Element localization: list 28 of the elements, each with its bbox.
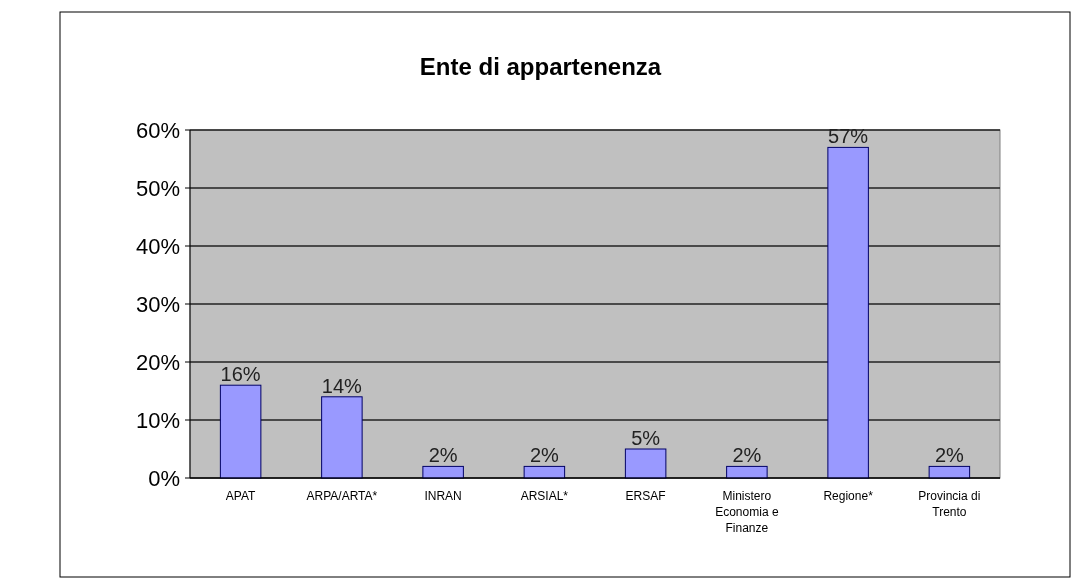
bar <box>219 384 262 479</box>
data-label: 5% <box>631 427 661 449</box>
y-tick-label: 10% <box>135 407 180 433</box>
y-tick-label: 60% <box>135 117 180 143</box>
bar <box>321 396 363 479</box>
data-label: 2% <box>529 444 560 467</box>
data-label: 14% <box>321 374 363 397</box>
y-tick-label: 20% <box>135 349 180 375</box>
x-tick-label: APAT <box>225 489 257 503</box>
y-tick-label: 40% <box>135 233 180 259</box>
x-tick-label: ARSIAL* <box>520 489 569 503</box>
bar <box>827 146 869 479</box>
y-tick-label: 0% <box>148 465 180 491</box>
bar <box>624 448 667 479</box>
x-tick-label: Ministero Economia e Finanze <box>715 489 779 535</box>
x-tick-label: Regione* <box>823 489 874 503</box>
x-tick-label: ARPA/ARTA* <box>306 489 378 503</box>
data-label: 16% <box>220 363 261 386</box>
x-tick-label: INRAN <box>424 489 462 503</box>
x-tick-label: ERSAF <box>625 489 666 503</box>
y-tick-label: 30% <box>135 291 180 317</box>
data-label: 2% <box>732 444 762 467</box>
data-label: 57% <box>828 125 869 148</box>
chart-title: Ente di appartenenza <box>419 53 662 80</box>
data-label: 2% <box>428 444 458 467</box>
data-label: 2% <box>934 444 965 467</box>
y-tick-label: 50% <box>135 175 180 201</box>
x-tick-label: Provincia di Trento <box>918 489 981 519</box>
